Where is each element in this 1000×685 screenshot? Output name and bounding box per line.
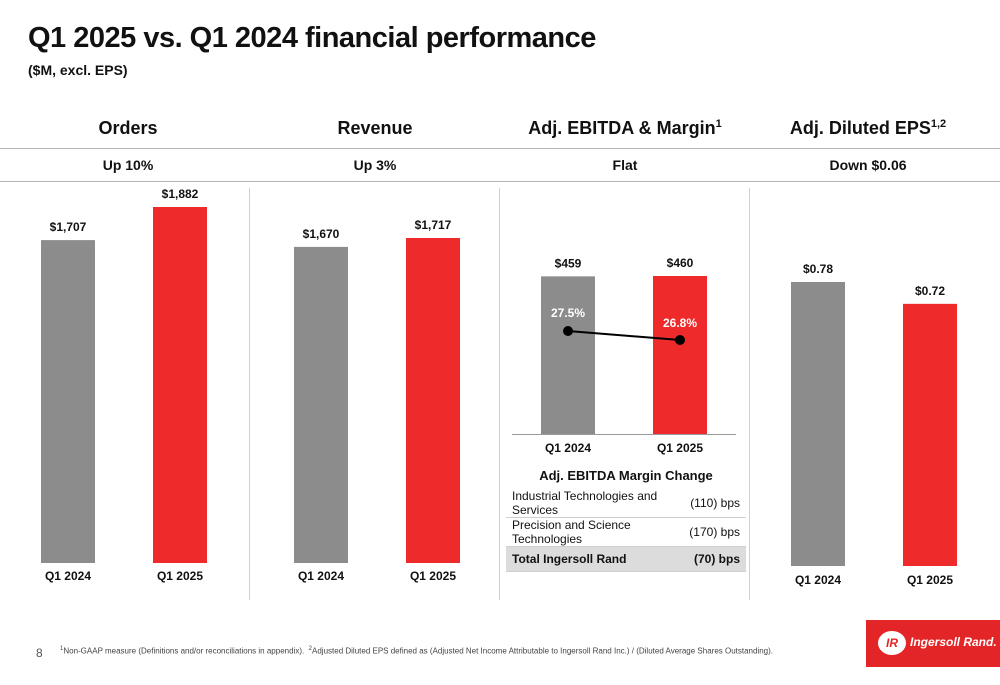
logo-text: Ingersoll Rand. <box>910 635 997 649</box>
data-label: $1,882 <box>162 187 199 201</box>
bar <box>153 207 207 563</box>
data-label: $0.78 <box>803 262 833 276</box>
tick-label: Q1 2025 <box>907 573 953 587</box>
row-label: Industrial Technologies and Services <box>506 489 684 518</box>
row-value: (70) bps <box>683 546 746 572</box>
tick-label: Q1 2024 <box>298 569 344 583</box>
tick-label: Q1 2025 <box>657 441 703 455</box>
margin-point <box>563 326 573 336</box>
bar <box>903 303 957 566</box>
change-revenue: Up 3% <box>353 157 397 173</box>
row-label: Precision and Science Technologies <box>506 517 684 547</box>
change-ebitda: Flat <box>612 157 638 173</box>
footnote-marker: 1 <box>60 646 64 652</box>
bar <box>41 240 95 563</box>
margin-label: 26.8% <box>663 316 697 330</box>
footnote-text: Non-GAAP measure (Definitions and/or rec… <box>63 646 305 656</box>
row-label: Total Ingersoll Rand <box>506 546 684 572</box>
divider-top <box>0 148 1000 149</box>
margin-table-title: Adj. EBITDA Margin Change <box>539 468 713 483</box>
footnote-marker: 2 <box>308 646 313 652</box>
footnote: 1Non-GAAP measure (Definitions and/or re… <box>60 646 773 656</box>
divider-bottom <box>0 181 1000 182</box>
change-eps: Down $0.06 <box>829 157 907 173</box>
page-subtitle: ($M, excl. EPS) <box>28 62 128 78</box>
data-label: $459 <box>555 256 582 270</box>
header-label: Orders <box>98 118 158 138</box>
header-sup: 1,2 <box>930 118 947 130</box>
header-label: Adj. Diluted EPS <box>789 118 931 138</box>
tick-label: Q1 2025 <box>157 569 203 583</box>
data-label: $0.72 <box>915 284 945 298</box>
row-value: (110) bps <box>683 489 746 518</box>
row-value: (170) bps <box>683 517 746 547</box>
page-number: 8 <box>36 646 43 660</box>
logo-mark: IR <box>878 631 906 655</box>
bar <box>653 276 707 434</box>
bar <box>406 238 460 563</box>
footnote-text: Adjusted Diluted EPS defined as (Adjuste… <box>312 646 774 656</box>
header-sup: 1 <box>715 118 722 130</box>
margin-label: 27.5% <box>551 306 585 320</box>
header-label: Revenue <box>337 118 413 138</box>
company-logo: IR Ingersoll Rand. <box>866 620 1000 667</box>
panel-divider <box>749 188 750 600</box>
header-label: Adj. EBITDA & Margin <box>528 118 716 138</box>
header-ebitda: Adj. EBITDA & Margin1 <box>505 118 745 139</box>
table-row-total: Total Ingersoll Rand (70) bps <box>506 546 746 572</box>
header-orders: Orders <box>28 118 228 139</box>
tick-label: Q1 2024 <box>795 573 841 587</box>
data-label: $460 <box>667 256 694 270</box>
margin-change-table: Industrial Technologies and Services (11… <box>506 489 746 572</box>
panel-divider <box>249 188 250 600</box>
panel-divider <box>499 188 500 600</box>
bar <box>791 282 845 566</box>
change-orders: Up 10% <box>102 157 154 173</box>
margin-line <box>567 330 681 341</box>
table-row: Industrial Technologies and Services (11… <box>506 489 746 518</box>
tick-label: Q1 2024 <box>45 569 91 583</box>
page-title: Q1 2025 vs. Q1 2024 financial performanc… <box>28 22 596 54</box>
data-label: $1,717 <box>415 218 452 232</box>
tick-label: Q1 2024 <box>545 441 591 455</box>
data-label: $1,670 <box>303 227 340 241</box>
header-revenue: Revenue <box>275 118 475 139</box>
margin-point <box>675 335 685 345</box>
tick-label: Q1 2025 <box>410 569 456 583</box>
table-row: Precision and Science Technologies (170)… <box>506 517 746 547</box>
bar <box>541 276 595 434</box>
header-eps: Adj. Diluted EPS1,2 <box>768 118 968 139</box>
data-label: $1,707 <box>50 220 87 234</box>
bar <box>294 246 348 563</box>
